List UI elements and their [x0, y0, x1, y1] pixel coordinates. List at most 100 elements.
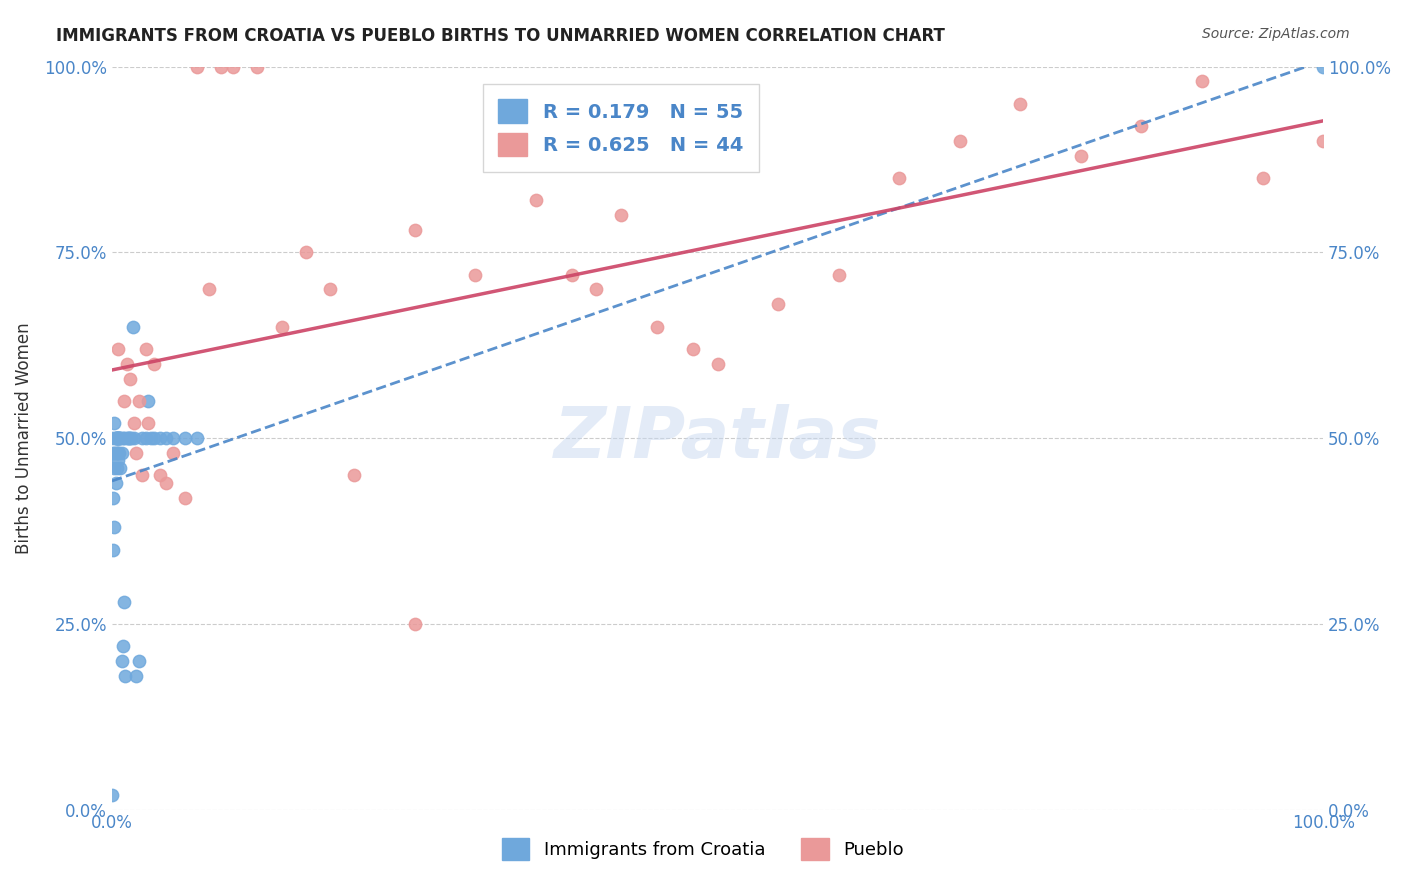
Point [103, 542, 125, 557]
Point [135, 431, 157, 445]
Point [162, 431, 184, 445]
Point [103, 446, 125, 460]
Point [155, 431, 177, 445]
Point [143, 357, 166, 371]
Point [112, 594, 135, 608]
Point [173, 491, 195, 505]
Point [107, 431, 129, 445]
Point [136, 393, 159, 408]
Point [128, 393, 150, 408]
Point [209, 60, 232, 74]
Point [464, 268, 486, 282]
Point [105, 431, 128, 445]
Point [122, 431, 145, 445]
Point [162, 446, 184, 460]
Point [118, 431, 141, 445]
Point [136, 416, 159, 430]
Point [135, 342, 157, 356]
Point [609, 208, 631, 222]
Point [111, 639, 134, 653]
Y-axis label: Births to Unmarried Women: Births to Unmarried Women [15, 322, 32, 554]
Point [1130, 119, 1153, 133]
Point [103, 491, 125, 505]
Point [114, 669, 136, 683]
Point [122, 416, 145, 430]
Point [117, 431, 139, 445]
Point [103, 446, 125, 460]
Point [827, 268, 849, 282]
Point [105, 460, 128, 475]
Point [103, 520, 125, 534]
Point [108, 431, 131, 445]
Point [561, 268, 583, 282]
Point [319, 283, 342, 297]
Point [107, 342, 129, 356]
Point [1312, 134, 1334, 148]
Legend: R = 0.179   N = 55, R = 0.625   N = 44: R = 0.179 N = 55, R = 0.625 N = 44 [482, 84, 759, 172]
Point [103, 431, 125, 445]
Text: Source: ZipAtlas.com: Source: ZipAtlas.com [1202, 27, 1350, 41]
Point [121, 319, 143, 334]
Point [108, 446, 131, 460]
Point [682, 342, 704, 356]
Point [294, 245, 316, 260]
Legend: Immigrants from Croatia, Pueblo: Immigrants from Croatia, Pueblo [488, 823, 918, 874]
Point [766, 297, 789, 311]
Point [1010, 96, 1032, 111]
Point [104, 431, 127, 445]
Point [103, 460, 125, 475]
Text: IMMIGRANTS FROM CROATIA VS PUEBLO BIRTHS TO UNMARRIED WOMEN CORRELATION CHART: IMMIGRANTS FROM CROATIA VS PUEBLO BIRTHS… [56, 27, 945, 45]
Point [149, 431, 172, 445]
Point [108, 431, 131, 445]
Point [110, 431, 132, 445]
Point [404, 616, 426, 631]
Point [115, 357, 138, 371]
Point [1251, 171, 1274, 186]
Point [186, 431, 208, 445]
Point [1070, 149, 1092, 163]
Point [104, 431, 127, 445]
Point [524, 194, 547, 208]
Point [1191, 74, 1213, 88]
Point [1312, 60, 1334, 74]
Point [155, 475, 177, 490]
Point [198, 283, 221, 297]
Point [120, 431, 142, 445]
Point [112, 431, 135, 445]
Point [110, 431, 132, 445]
Point [110, 460, 132, 475]
Point [111, 446, 134, 460]
Point [104, 475, 127, 490]
Point [585, 283, 607, 297]
Point [949, 134, 972, 148]
Point [115, 431, 138, 445]
Point [120, 371, 142, 385]
Point [270, 319, 292, 334]
Point [111, 654, 134, 668]
Point [173, 431, 195, 445]
Point [105, 446, 128, 460]
Point [222, 60, 245, 74]
Point [131, 468, 153, 483]
Point [105, 431, 128, 445]
Point [104, 446, 127, 460]
Point [107, 431, 129, 445]
Point [107, 446, 129, 460]
Point [131, 431, 153, 445]
Point [246, 60, 269, 74]
Point [186, 60, 208, 74]
Point [107, 453, 129, 467]
Text: ZIPatlas: ZIPatlas [554, 403, 882, 473]
Point [125, 669, 148, 683]
Point [139, 431, 162, 445]
Point [404, 223, 426, 237]
Point [120, 431, 142, 445]
Point [889, 171, 911, 186]
Point [101, 788, 124, 802]
Point [112, 393, 135, 408]
Point [149, 468, 172, 483]
Point [343, 468, 366, 483]
Point [103, 416, 125, 430]
Point [104, 431, 127, 445]
Point [645, 319, 668, 334]
